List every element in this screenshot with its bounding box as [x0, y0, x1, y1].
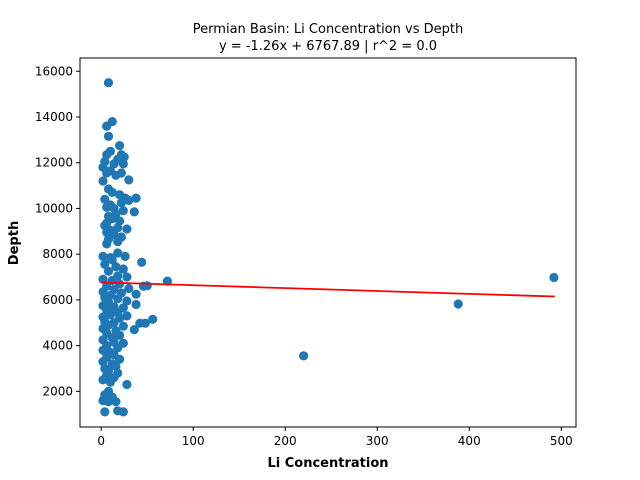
data-point-121: [105, 377, 115, 387]
data-point-48: [98, 251, 108, 261]
y-tick-label: 2000: [42, 384, 73, 398]
data-point-42: [102, 227, 112, 237]
data-point-26: [124, 195, 134, 205]
plot-area-frame: [79, 57, 577, 428]
data-point-24: [100, 194, 110, 204]
y-tick-label: 12000: [35, 156, 73, 170]
data-point-75: [122, 296, 132, 306]
data-point-3: [103, 131, 114, 141]
data-point-46: [113, 237, 123, 247]
data-point-18: [124, 175, 134, 185]
x-tick-label: 200: [274, 434, 297, 448]
data-point-31: [118, 206, 128, 216]
y-tick-label: 8000: [42, 247, 73, 261]
y-axis-label: Depth: [7, 221, 22, 265]
y-tick-label: 16000: [35, 64, 73, 78]
x-axis-label: Li Concentration: [267, 456, 388, 471]
data-point-93: [118, 321, 128, 331]
data-point-6: [102, 150, 112, 160]
data-point-111: [98, 357, 108, 367]
data-point-52: [107, 255, 117, 265]
data-point-74: [113, 294, 123, 304]
data-point-105: [98, 345, 108, 355]
data-point-47: [102, 239, 112, 249]
data-point-110: [115, 354, 125, 364]
data-point-83: [105, 310, 115, 320]
data-point-25: [131, 193, 141, 203]
data-point-120: [122, 379, 132, 390]
y-tick-label: 6000: [42, 293, 73, 307]
data-point-127: [111, 397, 121, 407]
data-point-67: [124, 283, 134, 294]
data-point-87: [148, 314, 158, 324]
y-tick-label: 14000: [35, 110, 73, 124]
data-point-4: [115, 141, 125, 151]
data-point-2: [102, 121, 112, 131]
data-point-32: [129, 207, 139, 217]
data-point-29: [102, 202, 112, 212]
data-point-19: [98, 176, 108, 186]
data-point-104: [113, 343, 123, 353]
data-point-59: [122, 272, 132, 282]
data-point-95: [129, 325, 139, 335]
data-point-54: [100, 259, 110, 269]
data-point-12: [118, 159, 128, 169]
data-point-130: [118, 407, 128, 417]
data-point-53: [137, 257, 147, 267]
data-point-36: [115, 216, 125, 226]
data-point-56: [118, 264, 128, 274]
x-ticks: 0 100 200 300 400 500: [97, 427, 573, 448]
data-point-55: [111, 262, 121, 272]
data-point-40: [122, 224, 132, 234]
data-point-98: [115, 330, 125, 340]
data-point-65: [115, 279, 125, 289]
x-tick-label: 300: [366, 434, 389, 448]
regression-line: [101, 281, 555, 298]
data-point-17: [116, 168, 126, 178]
data-point-126: [103, 397, 114, 407]
data-point-132: [549, 272, 559, 283]
data-points: [98, 78, 559, 417]
regression-line-group: [101, 281, 555, 298]
data-point-11: [109, 159, 119, 169]
data-point-131: [453, 299, 463, 309]
y-ticks: 2000 4000 6000 8000 10000 12000 14000 16000: [35, 64, 80, 398]
data-point-27: [116, 198, 126, 208]
data-point-77: [131, 299, 141, 310]
data-point-84: [122, 311, 132, 321]
y-tick-label: 4000: [42, 339, 73, 353]
x-tick-label: 500: [550, 434, 573, 448]
data-point-0: [103, 78, 114, 88]
data-point-57: [103, 266, 114, 276]
data-point-108: [299, 351, 309, 361]
x-tick-label: 400: [458, 434, 481, 448]
data-point-15: [102, 168, 112, 178]
x-tick-label: 0: [97, 434, 105, 448]
data-point-62: [162, 276, 172, 286]
data-point-21: [107, 187, 117, 197]
data-point-39: [113, 223, 123, 233]
chart-title-line1: Permian Basin: Li Concentration vs Depth: [193, 22, 463, 37]
data-point-128: [100, 407, 110, 417]
data-point-50: [113, 248, 123, 258]
x-tick-label: 100: [182, 434, 205, 448]
data-point-91: [140, 318, 150, 328]
chart-title-line2: y = -1.26x + 6767.89 | r^2 = 0.0: [219, 39, 437, 54]
data-point-51: [120, 251, 130, 261]
y-tick-label: 10000: [35, 201, 73, 215]
data-point-64: [142, 281, 152, 291]
data-point-72: [131, 289, 141, 299]
data-point-119: [98, 375, 108, 385]
